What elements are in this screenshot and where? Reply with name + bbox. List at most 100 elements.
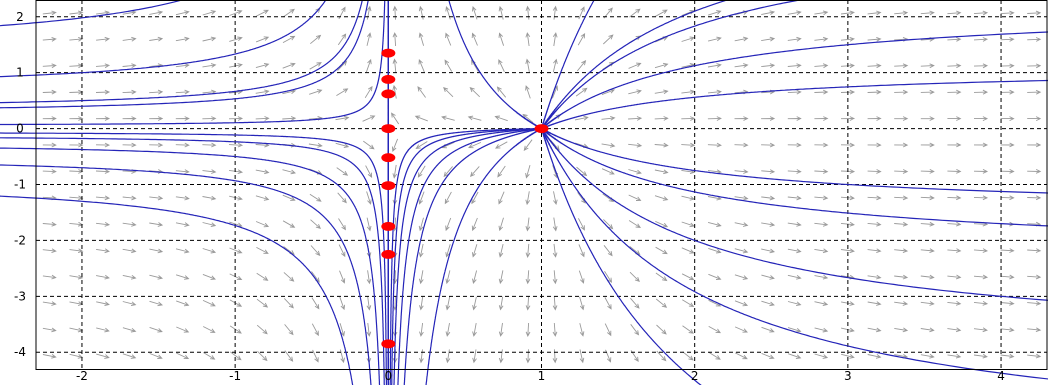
field-arrow xyxy=(973,248,989,253)
field-arrow xyxy=(947,116,962,121)
field-arrow xyxy=(392,5,398,20)
field-arrow xyxy=(1000,142,1015,148)
field-arrow xyxy=(734,274,749,280)
tick-labels: -2 -1 0 1 2 3 4 2 1 0 -1 -2 -3 -4 xyxy=(14,10,1005,383)
field-arrow xyxy=(920,63,935,69)
field-arrow xyxy=(337,192,347,204)
field-arrow xyxy=(655,36,669,43)
field-arrow xyxy=(628,62,642,69)
field-arrow xyxy=(445,296,451,311)
field-arrow xyxy=(1000,195,1015,201)
trajectory xyxy=(0,0,369,109)
field-arrow xyxy=(814,169,829,174)
x-tick-label: 3 xyxy=(844,369,852,383)
field-arrow xyxy=(202,326,216,333)
field-arrow xyxy=(363,140,375,150)
field-arrow xyxy=(228,116,244,121)
field-arrow xyxy=(552,58,558,73)
field-arrow xyxy=(920,248,935,254)
field-arrow xyxy=(947,221,962,227)
field-arrow xyxy=(202,10,217,16)
field-arrow xyxy=(814,248,829,254)
field-arrow xyxy=(604,323,612,337)
field-arrow xyxy=(445,349,451,364)
field-arrow xyxy=(175,36,190,42)
x-tick-label: 4 xyxy=(997,369,1005,383)
field-arrow xyxy=(814,327,829,333)
trajectory xyxy=(540,128,702,385)
field-arrow xyxy=(787,248,802,254)
field-arrow xyxy=(202,248,217,254)
field-arrow xyxy=(202,169,217,174)
field-arrow xyxy=(947,301,962,306)
field-arrow xyxy=(814,353,829,359)
field-arrow xyxy=(708,247,722,254)
field-arrow xyxy=(149,326,163,333)
field-arrow xyxy=(122,142,137,148)
field-arrow xyxy=(498,322,504,337)
field-arrow xyxy=(1000,274,1015,280)
field-arrow xyxy=(255,62,270,69)
field-arrow xyxy=(973,169,989,174)
field-arrow xyxy=(761,352,775,360)
field-arrow xyxy=(1027,169,1042,174)
field-arrow xyxy=(787,116,802,121)
field-arrow xyxy=(681,221,695,228)
field-arrow xyxy=(525,164,531,179)
field-arrow xyxy=(654,89,669,95)
field-arrow xyxy=(69,169,84,174)
field-arrow xyxy=(96,353,110,359)
field-arrow xyxy=(494,115,508,122)
field-arrow xyxy=(681,273,695,281)
field-arrow xyxy=(974,116,989,122)
field-arrow xyxy=(443,166,453,178)
trajectory xyxy=(540,128,1048,380)
y-tick-label: -2 xyxy=(14,233,26,247)
field-arrow xyxy=(708,273,722,280)
field-arrow xyxy=(418,191,425,205)
initial-point xyxy=(381,48,396,58)
initial-point xyxy=(381,89,396,99)
field-arrow xyxy=(497,165,506,178)
field-arrow xyxy=(1000,248,1015,253)
field-arrow xyxy=(1027,301,1042,306)
field-arrow xyxy=(339,296,346,311)
field-arrow xyxy=(69,116,84,121)
field-arrow xyxy=(69,274,84,280)
initial-point xyxy=(381,74,396,84)
field-arrow xyxy=(867,274,882,280)
field-arrow xyxy=(761,248,776,254)
field-arrow xyxy=(552,32,558,47)
trajectory xyxy=(0,0,386,126)
field-arrow xyxy=(498,59,505,72)
trajectory xyxy=(540,0,595,129)
x-tick-label: -1 xyxy=(229,369,241,383)
field-arrow xyxy=(176,300,190,307)
field-arrow xyxy=(122,353,137,359)
field-arrow xyxy=(787,63,802,68)
field-arrow xyxy=(149,274,164,280)
field-arrow xyxy=(814,89,829,95)
field-arrow xyxy=(282,116,297,121)
field-arrow xyxy=(525,58,531,73)
field-arrow xyxy=(176,352,190,360)
field-arrow xyxy=(655,272,668,282)
field-arrow xyxy=(867,248,882,254)
field-arrow xyxy=(787,10,802,16)
field-arrow xyxy=(814,63,829,69)
field-arrow xyxy=(761,222,776,227)
field-arrow xyxy=(602,193,615,203)
field-arrow xyxy=(578,270,585,284)
field-arrow xyxy=(1000,353,1015,359)
field-arrow xyxy=(175,222,190,227)
field-arrow xyxy=(894,169,909,174)
field-arrow xyxy=(471,191,479,205)
field-arrow xyxy=(418,243,424,258)
y-tick-label: 2 xyxy=(16,10,24,24)
trajectory xyxy=(540,31,1048,130)
field-arrow xyxy=(681,247,695,254)
field-arrow xyxy=(392,84,398,99)
field-arrow xyxy=(498,296,504,311)
field-arrow xyxy=(814,142,829,148)
field-arrow xyxy=(787,301,802,307)
